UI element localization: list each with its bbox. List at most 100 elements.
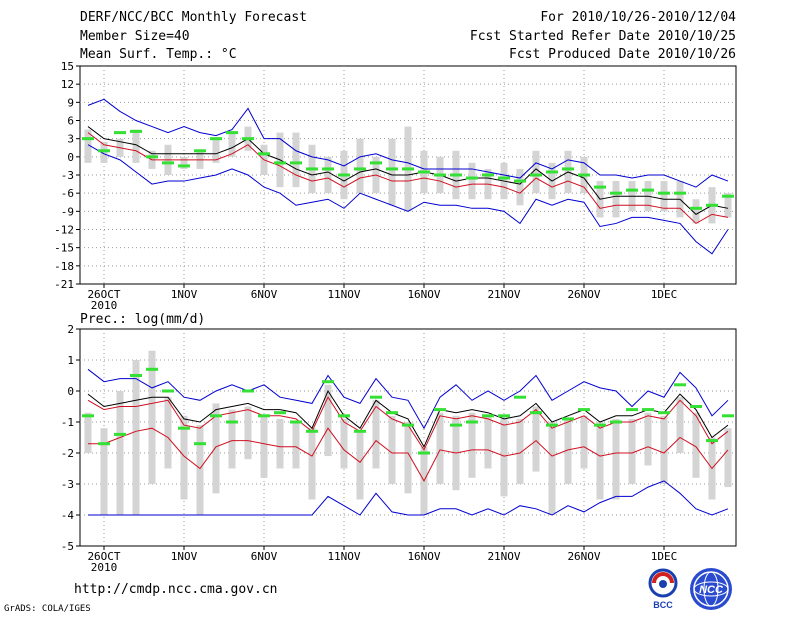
x-tick-label: 26OCT (87, 550, 120, 563)
obs-marker (82, 414, 94, 418)
ensemble-box (308, 428, 316, 500)
x-tick-label: 26OCT (87, 288, 120, 301)
ncc-logo-text: NCC (699, 584, 724, 596)
obs-marker (466, 176, 478, 180)
ensemble-box (212, 403, 220, 494)
forecast-period: For 2010/10/26-2010/12/04 (540, 10, 736, 25)
ensemble-box (324, 156, 332, 194)
obs-marker (418, 170, 430, 174)
y-tick-label: -6 (61, 187, 74, 200)
obs-marker (610, 191, 622, 195)
obs-marker (226, 131, 238, 135)
plot-frame (79, 328, 737, 547)
x-tick-label: 21NOV (487, 288, 520, 301)
bcc-logo: BCC (648, 568, 678, 610)
obs-marker (146, 155, 158, 159)
ensemble-box (164, 397, 172, 469)
obs-marker (434, 408, 446, 412)
obs-marker (210, 414, 222, 418)
obs-marker (562, 417, 574, 421)
y-tick-label: -5 (61, 540, 74, 553)
ensemble-box (724, 193, 732, 218)
x-tick-label: 11NOV (327, 288, 360, 301)
obs-marker (546, 170, 558, 174)
ensemble-box (276, 418, 284, 469)
obs-marker (274, 161, 286, 165)
obs-marker (354, 429, 366, 433)
ensemble-box (500, 418, 508, 497)
ensemble-box (212, 138, 220, 163)
ensemble-box (292, 422, 300, 469)
ensemble-box (84, 412, 92, 453)
ensemble-box (564, 418, 572, 484)
obs-marker (210, 137, 222, 141)
obs-marker (306, 429, 318, 433)
obs-marker (546, 423, 558, 427)
obs-marker (306, 167, 318, 171)
y-tick-label: -21 (54, 278, 74, 291)
mean-line (87, 126, 729, 215)
obs-marker (114, 131, 126, 135)
obs-marker (290, 161, 302, 165)
obs-marker (354, 167, 366, 171)
obs-marker (562, 167, 574, 171)
x-tick-label: 16NOV (407, 288, 440, 301)
obs-marker (594, 185, 606, 189)
ensemble-box (228, 409, 236, 469)
source-url[interactable]: http://cmdp.ncc.cma.gov.cn (74, 582, 278, 597)
bcc-logo-text: BCC (653, 600, 673, 610)
ensemble-box (100, 428, 108, 515)
obs-marker (338, 173, 350, 177)
chart-panel-1: 15 12 9 6 3 0 -3 -6 -9 -12 -15 -18 -21 26OCT 1NOV 6NOV 1… (54, 60, 737, 312)
panel-title: Prec.: log(mm/d) (80, 312, 205, 327)
obs-marker (146, 367, 158, 371)
x-tick-label: 1DEC (651, 550, 678, 563)
obs-marker (370, 161, 382, 165)
y-tick-label: -9 (61, 205, 74, 218)
obs-marker (162, 389, 174, 393)
ensemble-box (244, 406, 252, 460)
obs-marker (626, 408, 638, 412)
obs-marker (450, 173, 462, 177)
x-tick-label: 26NOV (567, 288, 600, 301)
chart-panel-2: 2 1 0 -1 -2 -3 -4 -5 26OCT 1NOV 6NOV 11NOV 16NOV 21NO… (61, 312, 737, 574)
min-line (87, 144, 729, 255)
obs-marker (178, 164, 190, 168)
obs-marker (242, 137, 254, 141)
ensemble-box (612, 181, 620, 218)
x-tick-label: 1DEC (651, 288, 678, 301)
y-tick-label: -3 (61, 478, 74, 491)
ensemble-box (516, 168, 524, 206)
y-tick-label: -15 (54, 242, 74, 255)
obs-marker (402, 167, 414, 171)
y-tick-label: -1 (61, 416, 74, 429)
lower-line (87, 132, 729, 225)
ensemble-box (340, 418, 348, 469)
x-year-label: 2010 (91, 561, 118, 574)
obs-marker (98, 442, 110, 446)
obs-marker (194, 149, 206, 153)
ensemble-box (436, 412, 444, 484)
max-line (87, 98, 729, 188)
y-tick-label: -3 (61, 169, 74, 182)
ensemble-box (692, 412, 700, 478)
variable-label: Mean Surf. Temp.: °C (80, 47, 237, 62)
ensemble-box (532, 406, 540, 472)
member-size: Member Size=40 (80, 29, 190, 44)
obs-marker (706, 439, 718, 443)
obs-marker (82, 137, 94, 141)
ensemble-box (724, 428, 732, 488)
ensemble-box (356, 138, 364, 194)
ensemble-box (404, 422, 412, 494)
obs-marker (258, 152, 270, 156)
obs-marker (386, 167, 398, 171)
obs-marker (690, 405, 702, 408)
ensemble-box (676, 397, 684, 453)
forecast-produced-date: Fcst Produced Date 2010/10/26 (509, 47, 736, 62)
ensemble-box (388, 138, 396, 206)
y-tick-label: -18 (54, 260, 74, 273)
obs-marker (722, 194, 734, 198)
obs-marker (226, 420, 238, 424)
x-tick-label: 1NOV (171, 550, 198, 563)
ensemble-box (484, 415, 492, 469)
